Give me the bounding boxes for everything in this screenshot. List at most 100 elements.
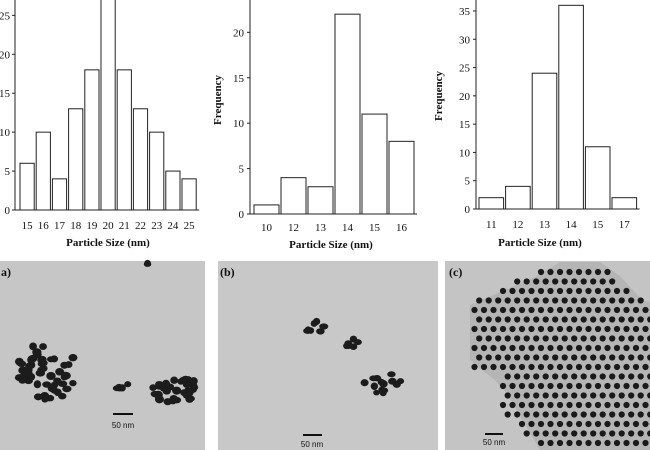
nanoparticle	[561, 354, 568, 361]
nanoparticle	[41, 395, 49, 403]
nanoparticle	[504, 297, 511, 304]
nanoparticle	[32, 350, 42, 359]
nanoparticle	[547, 287, 554, 295]
nanoparticle	[590, 430, 597, 437]
nanoparticle	[471, 344, 478, 352]
nanoparticle	[499, 382, 507, 390]
x-tick-label: 12	[512, 219, 523, 231]
nanoparticle	[566, 344, 573, 352]
nanoparticle	[575, 363, 583, 371]
nanoparticle	[65, 361, 73, 369]
nanoparticle	[552, 354, 559, 361]
histogram-c: Particle Size (nm) Frequency 0 5 10 15 20 25 3…	[433, 0, 640, 249]
nanoparticle	[509, 363, 516, 371]
nanoparticle	[632, 401, 640, 409]
nanoparticle	[518, 344, 526, 352]
nanoparticle	[310, 320, 318, 327]
nanoparticle	[542, 297, 549, 304]
nanoparticle	[528, 344, 535, 352]
nanoparticle	[613, 306, 621, 314]
nanoparticle	[623, 382, 630, 390]
y-tick-label: 0	[239, 209, 245, 221]
nanoparticle	[566, 420, 573, 428]
nanoparticle	[14, 374, 25, 382]
nanoparticle	[537, 287, 545, 295]
nanoparticle	[580, 335, 587, 342]
nanoparticle	[344, 340, 353, 347]
nanoparticle	[618, 411, 625, 418]
nanoparticle	[53, 388, 62, 397]
nanoparticle	[561, 373, 568, 380]
nanoparticle	[599, 335, 606, 342]
nanoparticle	[637, 392, 644, 399]
nanoparticle	[537, 401, 545, 409]
bar-12	[280, 177, 307, 215]
nanoparticle	[599, 411, 606, 418]
nanoparticle	[642, 401, 649, 409]
nanoparticle	[637, 373, 644, 380]
x-tick-label: 23	[151, 220, 163, 232]
nanoparticle	[61, 371, 70, 380]
nanoparticle	[637, 411, 644, 418]
x-tick-label: 24	[167, 220, 179, 232]
nanoparticle	[485, 335, 492, 342]
x-tick-label: 15	[592, 219, 604, 231]
nanoparticle	[499, 401, 507, 409]
nanoparticle	[533, 297, 540, 304]
nanoparticle	[613, 401, 621, 409]
y-tick-label: 0	[5, 205, 11, 217]
nanoparticle	[504, 335, 511, 342]
nanoparticle	[518, 325, 526, 333]
nanoparticle	[594, 306, 602, 314]
nanoparticle	[514, 392, 521, 399]
y-tick-label: 10	[0, 127, 11, 139]
nanoparticle	[552, 297, 559, 304]
nanoparticle	[499, 363, 507, 371]
nanoparticle	[547, 401, 554, 409]
nanoparticle	[523, 278, 530, 285]
nanoparticle	[609, 373, 616, 380]
nanoparticle	[561, 392, 568, 399]
nanoparticle	[47, 371, 55, 379]
nanoparticle	[599, 430, 606, 437]
nanoparticle	[542, 335, 549, 342]
nanoparticle	[594, 439, 602, 447]
nanoparticle	[172, 386, 182, 395]
nanoparticle	[547, 439, 554, 447]
nanoparticle	[476, 297, 483, 304]
nanoparticle	[533, 373, 540, 380]
micrograph-b: (b) 50 nm	[218, 261, 438, 450]
nanoparticle	[514, 335, 521, 342]
nanoparticle	[599, 392, 606, 399]
nanoparticle	[523, 392, 530, 399]
nanoparticle	[518, 363, 526, 371]
x-tick-label: 18	[70, 220, 82, 232]
nanoparticle	[571, 411, 578, 418]
nanoparticle	[547, 344, 554, 352]
nanoparticle	[533, 316, 540, 323]
nanoparticle	[514, 373, 521, 380]
nanoparticle	[537, 306, 545, 314]
nanoparticle	[547, 382, 554, 390]
y-tick-label: 25	[459, 63, 471, 75]
nanoparticle	[632, 306, 640, 314]
nanoparticle	[29, 342, 37, 351]
y-tick-label: 15	[233, 73, 245, 85]
nanoparticle	[537, 363, 545, 371]
nanoparticle	[504, 411, 511, 418]
nanoparticle	[499, 344, 507, 352]
nanoparticle	[556, 439, 564, 447]
nanoparticle	[604, 401, 611, 409]
nanoparticle	[556, 287, 564, 295]
nanoparticle	[490, 306, 497, 314]
nanoparticle	[480, 325, 488, 333]
nanoparticle	[50, 355, 59, 363]
nanoparticle	[495, 335, 502, 342]
nanoparticle	[609, 430, 616, 437]
nanoparticle	[590, 411, 597, 418]
nanoparticle	[561, 316, 568, 323]
scale-bar-label-b: 50 nm	[301, 440, 324, 449]
nanoparticle	[632, 382, 640, 390]
nanoparticle	[542, 354, 549, 361]
nanoparticle	[599, 297, 606, 304]
